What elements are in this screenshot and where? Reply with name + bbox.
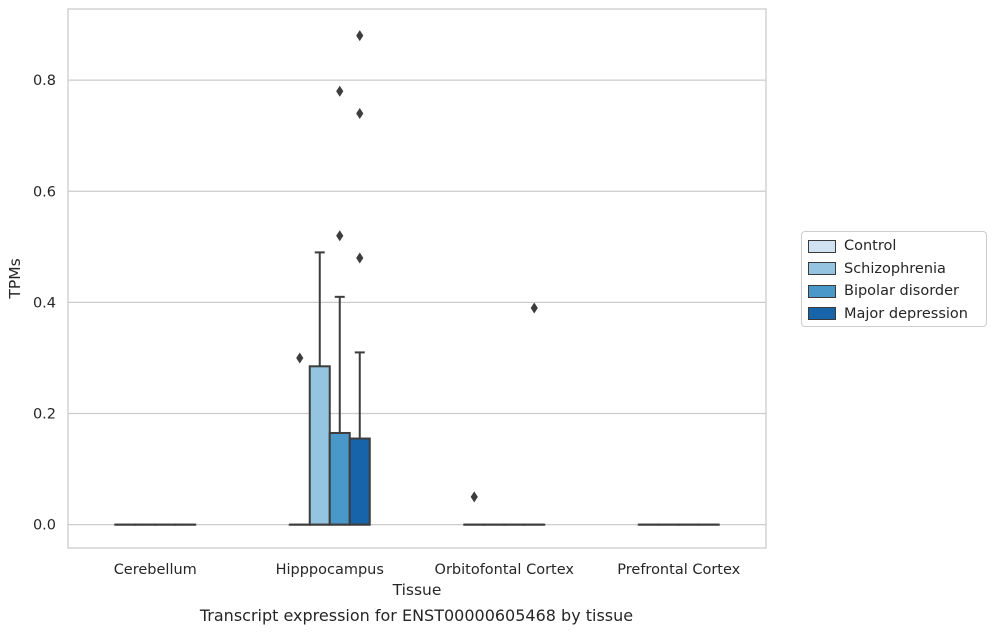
legend-entry: Bipolar disorder (808, 280, 986, 303)
x-tick-label: Hipppocampus (276, 562, 384, 578)
y-axis-label: TPMs (6, 258, 24, 299)
box-body (308, 365, 331, 526)
x-tick-label: Orbitofontal Cortex (435, 562, 575, 578)
legend-label: Major depression (844, 305, 968, 322)
y-tick-label: 0.4 (33, 295, 56, 311)
y-tick-label: 0.6 (33, 184, 56, 200)
legend-label: Control (844, 238, 897, 255)
legend-swatch (808, 262, 836, 276)
legend-label: Schizophrenia (844, 260, 946, 277)
outlier-point (336, 85, 344, 97)
x-tick-label: Prefrontal Cortex (617, 562, 740, 578)
y-tick-label: 0.2 (33, 407, 56, 423)
box-schizophrenia (308, 251, 331, 526)
legend-swatch (808, 307, 836, 321)
chart-caption: Transcript expression for ENST0000060546… (199, 606, 634, 625)
outlier-point (356, 252, 364, 264)
outlier-point (336, 230, 344, 242)
legend: Control Schizophrenia Bipolar disorder Majo… (801, 231, 987, 327)
box-groups (114, 30, 720, 526)
y-tick-label: 0.8 (33, 73, 56, 89)
x-axis-label: Tissue (392, 581, 442, 599)
box-body (328, 431, 351, 526)
legend-entry: Major depression (808, 303, 986, 326)
outlier-point (530, 302, 538, 314)
box-major-depression (348, 30, 371, 526)
outlier-point (356, 30, 364, 42)
box-control (288, 352, 311, 526)
x-tick-labels: Cerebellum Hipppocampus Orbitofontal Corte… (114, 562, 741, 578)
outlier-point (356, 107, 364, 119)
legend-entry: Control (808, 235, 986, 258)
box-control (463, 491, 486, 526)
grid-lines (68, 79, 766, 526)
legend-swatch (808, 239, 836, 253)
y-tick-label: 0.0 (33, 518, 56, 534)
box-body (348, 437, 371, 526)
box-bipolar-disorder (328, 85, 351, 526)
y-tick-labels: 0.0 0.2 0.4 0.6 0.8 (33, 73, 56, 534)
legend-label: Bipolar disorder (844, 283, 959, 300)
box-major-depression (523, 302, 546, 526)
outlier-point (470, 491, 478, 503)
plot-frame (67, 8, 767, 549)
legend-entry: Schizophrenia (808, 258, 986, 281)
x-tick-label: Cerebellum (114, 562, 197, 578)
legend-swatch (808, 284, 836, 298)
outlier-point (296, 352, 304, 364)
